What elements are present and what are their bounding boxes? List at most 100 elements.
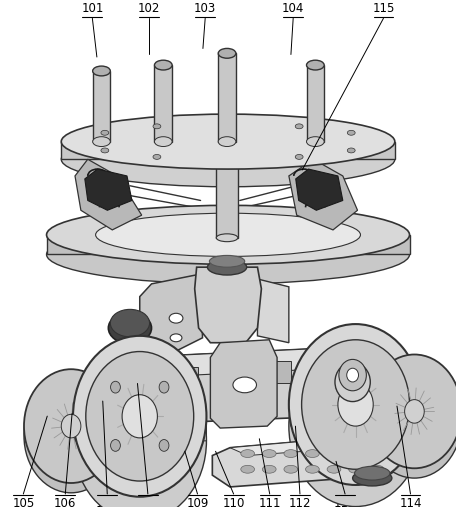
Ellipse shape [352,470,391,486]
Ellipse shape [153,155,161,159]
Ellipse shape [46,225,409,284]
Bar [154,65,172,142]
Polygon shape [174,367,197,389]
Ellipse shape [216,234,237,242]
Ellipse shape [348,450,362,458]
Ellipse shape [209,255,244,267]
Text: 105: 105 [12,497,34,510]
Ellipse shape [326,465,340,473]
Ellipse shape [61,114,394,169]
Polygon shape [267,361,290,383]
Ellipse shape [92,137,110,146]
Text: 109: 109 [186,497,208,510]
Ellipse shape [262,465,275,473]
Ellipse shape [110,309,149,337]
Polygon shape [61,142,394,159]
Ellipse shape [101,148,108,153]
Ellipse shape [159,439,168,451]
Ellipse shape [110,439,120,451]
Polygon shape [84,169,132,210]
Ellipse shape [347,148,354,153]
Ellipse shape [326,450,340,458]
Text: 101: 101 [81,3,103,15]
Polygon shape [295,169,342,210]
Polygon shape [194,267,261,343]
Ellipse shape [110,381,120,393]
Ellipse shape [170,334,182,342]
Ellipse shape [92,66,110,76]
Ellipse shape [46,205,409,264]
Polygon shape [114,346,398,424]
Ellipse shape [240,450,254,458]
Polygon shape [230,434,404,456]
Text: 106: 106 [54,497,76,510]
Ellipse shape [108,312,151,344]
Ellipse shape [295,155,302,159]
Ellipse shape [153,124,161,129]
Text: 113: 113 [333,497,355,510]
Ellipse shape [218,137,235,146]
Ellipse shape [159,381,168,393]
Polygon shape [218,365,241,386]
Ellipse shape [24,369,118,483]
Ellipse shape [207,260,246,275]
Ellipse shape [61,414,81,438]
Text: 112: 112 [288,497,311,510]
Polygon shape [140,274,202,357]
Ellipse shape [232,377,256,393]
Ellipse shape [367,365,459,478]
Ellipse shape [262,450,275,458]
Text: 104: 104 [281,3,304,15]
Ellipse shape [24,379,118,493]
Polygon shape [46,235,409,254]
Ellipse shape [154,137,172,146]
Ellipse shape [95,213,360,257]
Ellipse shape [295,124,302,129]
Bar [218,53,235,142]
Ellipse shape [218,49,235,58]
Ellipse shape [404,400,423,423]
Text: 110: 110 [222,497,244,510]
Polygon shape [257,279,288,343]
Ellipse shape [305,450,319,458]
Ellipse shape [101,131,108,135]
Ellipse shape [288,324,421,485]
Text: 103: 103 [194,3,216,15]
Text: 114: 114 [398,497,421,510]
Ellipse shape [73,360,206,512]
Ellipse shape [334,362,369,401]
Ellipse shape [169,313,183,323]
Ellipse shape [348,465,362,473]
Ellipse shape [347,131,354,135]
Ellipse shape [306,60,324,70]
Text: 108: 108 [136,497,159,510]
Ellipse shape [73,336,206,497]
Ellipse shape [369,465,383,473]
Ellipse shape [288,346,421,506]
Text: 111: 111 [258,497,280,510]
Polygon shape [73,416,206,441]
Text: 107: 107 [96,497,118,510]
Ellipse shape [369,450,383,458]
Ellipse shape [283,450,297,458]
Ellipse shape [354,466,389,480]
Text: 115: 115 [371,3,394,15]
Polygon shape [132,346,398,377]
Ellipse shape [122,395,157,438]
Ellipse shape [154,60,172,70]
Ellipse shape [338,359,365,391]
Polygon shape [75,159,141,230]
Text: 102: 102 [137,3,160,15]
Polygon shape [210,340,276,428]
Ellipse shape [283,465,297,473]
Ellipse shape [337,383,372,426]
Bar [216,159,237,238]
Ellipse shape [367,354,459,468]
Polygon shape [316,359,339,381]
Polygon shape [288,159,357,230]
Polygon shape [288,404,421,426]
Polygon shape [212,434,404,487]
Ellipse shape [346,368,358,382]
Ellipse shape [240,465,254,473]
Bar [306,65,324,142]
